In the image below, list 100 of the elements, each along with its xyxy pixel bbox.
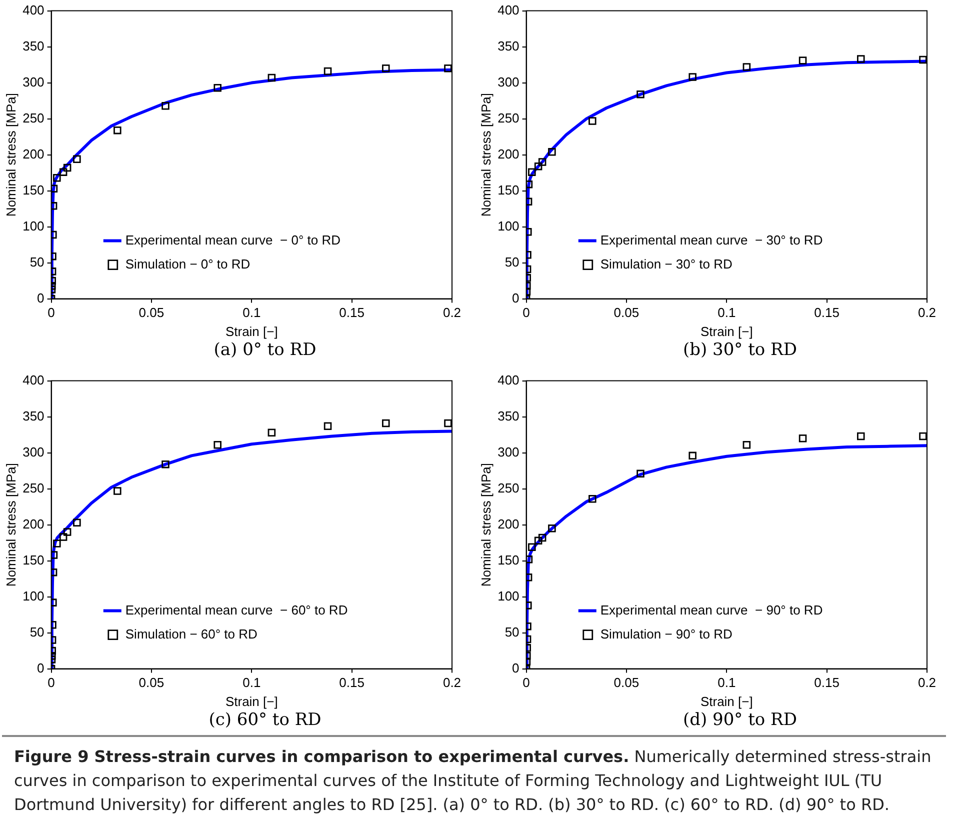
y-tick-label: 250 — [22, 480, 44, 496]
point — [73, 155, 81, 163]
x-tick-label: 0.1 — [242, 675, 261, 690]
point — [162, 460, 170, 468]
point — [538, 534, 546, 542]
y-tick-label: 0 — [37, 660, 44, 676]
y-tick-label: 100 — [22, 588, 44, 604]
y-tick-label: 0 — [37, 290, 44, 306]
x-tick-label: 0.15 — [814, 675, 840, 690]
y-tick-label: 50 — [504, 254, 520, 270]
point — [63, 164, 72, 172]
y-tick-label: 300 — [498, 444, 520, 460]
y-tick-label: 400 — [22, 2, 44, 18]
point — [59, 533, 68, 541]
y-tick-label: 150 — [498, 552, 520, 568]
point — [51, 551, 58, 559]
y-tick-label: 100 — [498, 588, 520, 604]
point — [857, 55, 865, 63]
y-tick-label: 50 — [30, 254, 44, 270]
point — [534, 536, 542, 545]
x-tick-label: 0.15 — [339, 675, 364, 690]
point — [528, 168, 536, 176]
point — [324, 67, 332, 76]
y-axis-title: Nominal stress [MPa] — [3, 93, 18, 217]
point — [688, 73, 696, 81]
y-tick-label: 150 — [22, 552, 44, 568]
point — [548, 524, 556, 532]
point — [857, 432, 865, 440]
text: (a) 0° to RD — [212, 340, 318, 360]
y-tick-label: 250 — [498, 480, 520, 496]
point — [444, 419, 452, 428]
point — [742, 441, 751, 449]
x-axis-title: Strain [−] — [225, 694, 278, 709]
point — [919, 432, 927, 440]
point — [919, 56, 927, 64]
y-tick-label: 300 — [22, 444, 44, 460]
x-axis-title: Strain [−] — [700, 694, 753, 709]
y-tick-label: 200 — [22, 516, 44, 532]
x-tick-label: 0.05 — [614, 305, 640, 320]
y-tick-label: 0 — [512, 290, 520, 306]
x-tick-label: 0.05 — [138, 305, 164, 320]
point — [73, 518, 81, 527]
point — [114, 126, 122, 134]
point — [798, 434, 807, 442]
y-tick-label: 150 — [498, 182, 520, 198]
y-axis-title: Nominal stress [MPa] — [3, 463, 18, 587]
point — [534, 162, 542, 170]
legend-label: Simulation − 30° to RD — [600, 256, 732, 272]
point — [59, 168, 68, 176]
legend-label: Experimental mean curve − 30° to RD — [600, 232, 823, 248]
text: (d) 90° to RD — [682, 710, 798, 730]
legend-label: Experimental mean curve − 90° to RD — [600, 602, 823, 618]
x-tick-label: 0.1 — [718, 675, 736, 690]
x-tick-label: 0.2 — [442, 675, 462, 690]
point — [53, 174, 61, 182]
x-tick-label: 0.2 — [918, 305, 936, 320]
y-tick-label: 350 — [498, 38, 520, 54]
y-tick-label: 300 — [22, 74, 44, 90]
y-tick-label: 100 — [498, 218, 520, 234]
point — [51, 568, 58, 576]
x-tick-label: 0.2 — [442, 305, 462, 320]
point — [588, 117, 596, 125]
point — [636, 90, 644, 98]
point — [588, 495, 596, 503]
y-tick-label: 400 — [498, 372, 520, 388]
point — [53, 540, 61, 548]
y-tick-label: 350 — [22, 38, 44, 54]
x-tick-label: 0.15 — [339, 305, 364, 320]
point — [798, 56, 807, 64]
y-tick-label: 350 — [22, 408, 44, 424]
point — [63, 528, 72, 536]
y-tick-label: 300 — [498, 74, 520, 90]
y-axis-title: Nominal stress [MPa] — [478, 463, 494, 587]
point — [742, 63, 751, 71]
y-tick-label: 0 — [512, 660, 520, 676]
point — [268, 428, 276, 437]
legend-label: Experimental mean curve − 60° to RD — [125, 602, 348, 618]
point — [214, 84, 222, 92]
x-tick-label: 0.05 — [614, 675, 640, 690]
point — [51, 202, 58, 210]
point — [526, 555, 533, 564]
y-tick-label: 200 — [498, 516, 520, 532]
y-tick-label: 50 — [30, 624, 44, 640]
x-tick-label: 0.2 — [918, 675, 936, 690]
y-tick-label: 100 — [22, 218, 44, 234]
point — [636, 470, 644, 478]
legend-label: Simulation − 90° to RD — [600, 626, 732, 642]
y-tick-label: 150 — [22, 182, 44, 198]
legend-label: Simulation − 0° to RD — [125, 256, 250, 272]
x-tick-label: 0 — [48, 675, 55, 690]
y-tick-label: 400 — [498, 2, 520, 18]
x-axis-title: Strain [−] — [700, 324, 753, 339]
y-tick-label: 250 — [498, 110, 520, 126]
point — [162, 102, 170, 110]
point — [548, 148, 556, 156]
text: (b) 30° to RD — [682, 340, 798, 360]
text: Figure 9 Stress-strain curves in comparison to experimental curves. — [14, 747, 630, 766]
point — [382, 64, 390, 72]
x-tick-label: 0.05 — [138, 675, 164, 690]
point — [444, 64, 452, 72]
